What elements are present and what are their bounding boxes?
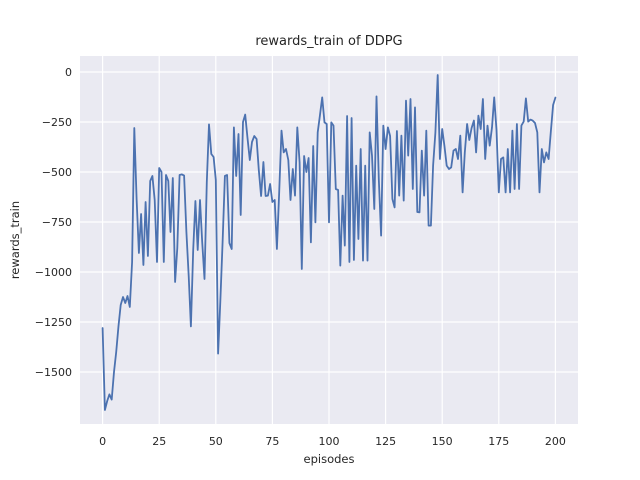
y-tick-label: −1500	[34, 365, 72, 379]
x-tick-label: 0	[99, 435, 107, 448]
x-tick-label: 200	[544, 435, 566, 448]
y-tick-label: −1000	[34, 265, 72, 279]
y-tick-label: −1250	[34, 315, 72, 329]
x-tick-label: 25	[152, 435, 167, 448]
x-tick-label: 175	[488, 435, 510, 448]
x-tick-label: 50	[208, 435, 223, 448]
y-tick-label: −750	[41, 215, 72, 229]
gridlines	[80, 56, 578, 424]
plot-area	[80, 56, 578, 424]
y-tick-label: −250	[41, 115, 72, 129]
y-tick-label: −500	[41, 165, 72, 179]
rewards-line	[101, 74, 557, 411]
x-tick-label: 125	[375, 435, 397, 448]
x-tick-label: 150	[431, 435, 453, 448]
x-tick-label: 75	[265, 435, 280, 448]
y-tick-label: 0	[65, 65, 72, 79]
chart-title: rewards_train of DDPG	[255, 34, 403, 49]
line-plot-svg	[80, 56, 578, 424]
x-axis-label: episodes	[303, 452, 355, 466]
x-tick-label: 100	[318, 435, 340, 448]
